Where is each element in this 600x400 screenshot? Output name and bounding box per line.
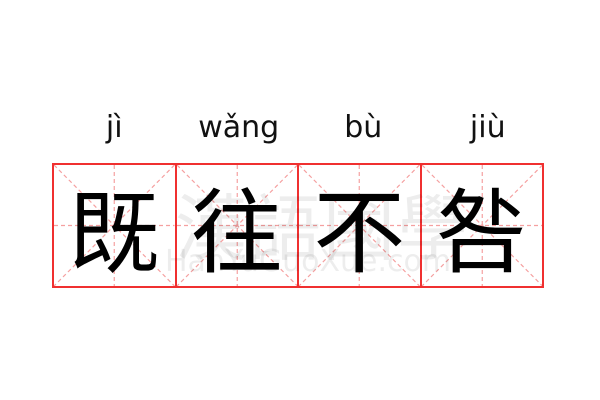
grid-guide-lines — [177, 165, 298, 286]
character-cell: 往 — [174, 163, 299, 288]
character-cell: 既 — [52, 163, 177, 288]
character-4: 咎 — [435, 180, 528, 287]
pinyin-1: jì — [105, 110, 123, 145]
grid-guide-lines — [422, 165, 543, 286]
character-3: 不 — [313, 180, 406, 287]
character-1: 既 — [68, 180, 161, 287]
pinyin-4: jiù — [469, 110, 506, 145]
guide-line — [54, 165, 175, 286]
grid-guide-lines — [54, 165, 175, 286]
guide-line — [299, 165, 420, 286]
character-grid: 既 往 不 咎 — [52, 163, 550, 288]
pinyin-3: bù — [344, 110, 383, 145]
character-cell: 咎 — [419, 163, 544, 288]
guide-line — [422, 165, 543, 286]
character-2: 往 — [190, 180, 283, 287]
grid-guide-lines — [299, 165, 420, 286]
pinyin-row: jì wǎng bù jiù — [52, 108, 550, 148]
pinyin-2: wǎng — [198, 110, 280, 145]
character-cell: 不 — [297, 163, 422, 288]
guide-line — [177, 165, 298, 286]
